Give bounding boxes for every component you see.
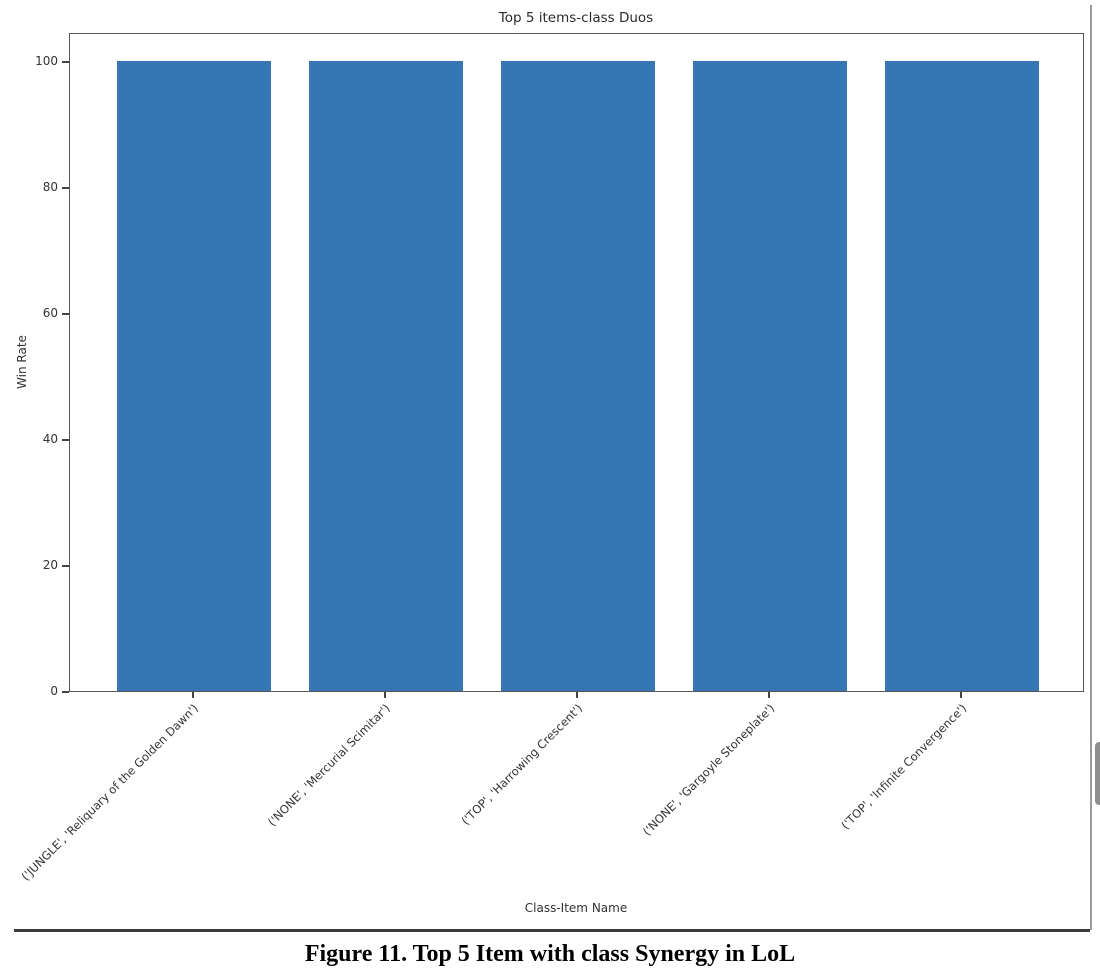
x-axis-label: Class-Item Name (524, 901, 628, 915)
bar (309, 61, 463, 691)
x-tick-mark (384, 692, 386, 698)
y-tick-mark (62, 187, 69, 189)
page-right-border (1090, 5, 1092, 930)
chart-title: Top 5 items-class Duos (498, 10, 654, 26)
caption-divider (14, 929, 1090, 932)
x-tick-label: ('TOP', 'Harrowing Crescent') (458, 701, 585, 828)
x-tick-label: ('NONE', 'Gargoyle Stoneplate') (639, 701, 777, 839)
y-tick-mark (62, 691, 69, 693)
bar (501, 61, 655, 691)
y-tick-mark (62, 565, 69, 567)
x-tick-label: ('JUNGLE', 'Reliquary of the Golden Dawn… (18, 701, 201, 884)
scrollbar-thumb[interactable] (1095, 742, 1100, 805)
y-tick-mark (62, 439, 69, 441)
x-tick-label: ('NONE', 'Mercurial Scimitar') (265, 701, 393, 829)
x-tick-mark (768, 692, 770, 698)
figure-caption: Figure 11. Top 5 Item with class Synergy… (304, 941, 796, 967)
x-tick-mark (192, 692, 194, 698)
y-tick-label: 60 (42, 306, 58, 320)
bar (117, 61, 271, 691)
y-tick-label: 0 (50, 684, 58, 698)
y-axis-label: Win Rate (15, 335, 29, 389)
x-tick-label: ('TOP', 'Infinite Convergence') (837, 701, 969, 833)
x-tick-mark (576, 692, 578, 698)
bar (885, 61, 1039, 691)
x-tick-mark (960, 692, 962, 698)
y-tick-mark (62, 61, 69, 63)
y-tick-label: 100 (35, 54, 58, 68)
y-tick-label: 20 (42, 558, 58, 572)
bar (693, 61, 847, 691)
y-tick-label: 80 (42, 180, 58, 194)
y-tick-label: 40 (42, 432, 58, 446)
axes-frame (69, 33, 1084, 692)
y-tick-mark (62, 313, 69, 315)
